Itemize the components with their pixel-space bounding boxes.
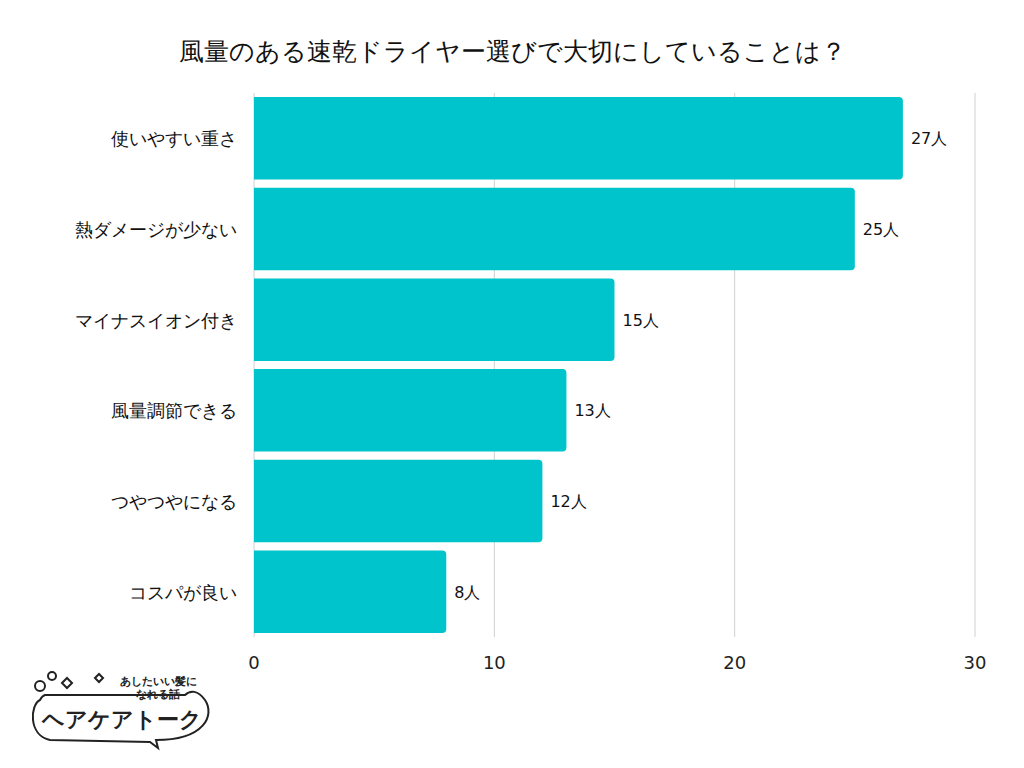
logo-tagline: なれる話 [136, 688, 180, 701]
logo-deco [35, 681, 45, 691]
logo-deco [95, 674, 103, 682]
tick-label: 30 [964, 652, 987, 673]
logo: あしたいい髪になれる話ヘアケアトーク [33, 672, 209, 748]
title: 風量のある速乾ドライヤー選びで大切にしていることは？ [179, 37, 846, 66]
category-label: 風量調節できる [111, 400, 237, 421]
bar [254, 460, 542, 543]
tick-label: 10 [483, 652, 506, 673]
logo-deco [48, 672, 56, 680]
category-label: マイナスイオン付き [75, 310, 237, 331]
grid-line [975, 93, 976, 637]
data-label: 25人 [863, 220, 899, 239]
bar [254, 188, 855, 271]
bars [254, 97, 903, 633]
category-label: つやつやになる [111, 491, 237, 512]
data-label: 8人 [454, 583, 480, 602]
bar [254, 278, 615, 361]
category-label: 使いやすい重さ [111, 128, 237, 149]
data-label: 12人 [550, 492, 586, 511]
tick-label: 0 [248, 652, 259, 673]
data-label: 15人 [623, 311, 659, 330]
logo-deco [62, 678, 72, 688]
tick-label: 20 [723, 652, 746, 673]
bar [254, 550, 446, 633]
data-label: 13人 [574, 401, 610, 420]
data-label: 27人 [911, 129, 947, 148]
chart: 風量のある速乾ドライヤー選びで大切にしていることは？ 0 10 20 30 使いやすい重さ… [0, 0, 1024, 768]
bar [254, 97, 903, 180]
logo-tagline: あしたいい髪に [120, 675, 197, 688]
bar [254, 369, 566, 452]
category-label: 熱ダメージが少ない [75, 219, 237, 240]
logo-name: ヘアケアトーク [41, 707, 202, 732]
category-label: コスパが良い [129, 582, 237, 603]
logo-bubble [33, 692, 209, 748]
